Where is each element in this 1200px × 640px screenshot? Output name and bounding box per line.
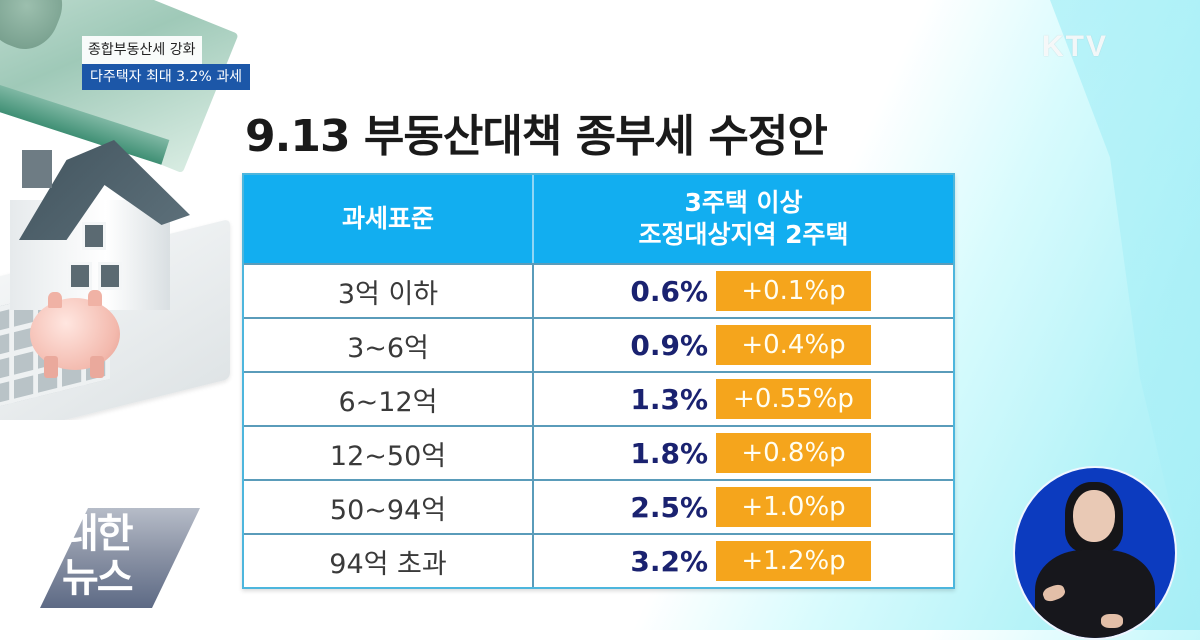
logo-line2: 뉴스	[62, 555, 134, 601]
rate-increase-badge: +0.8%p	[716, 433, 871, 473]
house-window	[82, 222, 106, 250]
slide-title: 9.13 부동산대책 종부세 수정안	[245, 111, 828, 162]
rate-increase-badge: +1.2%p	[716, 541, 871, 581]
column-header-multi-home: 3주택 이상 조정대상지역 2주택	[534, 175, 953, 263]
rate-cell: 1.3% +0.55%p	[534, 373, 953, 425]
daehan-news-logo: 대한 뉴스	[62, 512, 182, 600]
column-header-line1: 3주택 이상	[684, 188, 803, 217]
column-header-tax-base: 과세표준	[244, 175, 534, 263]
ktv-channel-logo: KTV	[1042, 30, 1108, 63]
banknote-portrait	[0, 0, 73, 59]
bracket-cell: 12~50억	[244, 427, 534, 479]
piggy-leg	[90, 356, 104, 378]
illustration-house-money	[0, 0, 240, 420]
tax-rate-table: 과세표준 3주택 이상 조정대상지역 2주택 3억 이하 0.6% +0.1%p…	[242, 173, 955, 589]
bracket-cell: 3억 이하	[244, 265, 534, 317]
table-row: 94억 초과 3.2% +1.2%p	[244, 533, 953, 587]
column-header-line2: 조정대상지역 2주택	[638, 220, 849, 249]
piggy-ear	[48, 292, 62, 308]
tax-rate-value: 1.3%	[630, 382, 708, 416]
table-row: 12~50억 1.8% +0.8%p	[244, 425, 953, 479]
table-row: 3억 이하 0.6% +0.1%p	[244, 263, 953, 317]
tax-rate-value: 2.5%	[630, 490, 708, 524]
tax-rate-value: 1.8%	[630, 436, 708, 470]
rate-increase-badge: +0.1%p	[716, 271, 871, 311]
table-row: 3~6억 0.9% +0.4%p	[244, 317, 953, 371]
logo-line1: 대한	[62, 511, 134, 557]
bracket-cell: 50~94억	[244, 481, 534, 533]
tax-rate-value: 0.6%	[630, 274, 708, 308]
interpreter-face	[1073, 490, 1115, 542]
piggy-bank-image	[30, 290, 120, 378]
bracket-cell: 3~6억	[244, 319, 534, 371]
bracket-cell: 94억 초과	[244, 535, 534, 587]
tax-rate-value: 3.2%	[630, 544, 708, 578]
rate-increase-badge: +0.4%p	[716, 325, 871, 365]
rate-cell: 2.5% +1.0%p	[534, 481, 953, 533]
table-row: 50~94억 2.5% +1.0%p	[244, 479, 953, 533]
rate-cell: 1.8% +0.8%p	[534, 427, 953, 479]
sign-language-interpreter	[1013, 466, 1177, 640]
bracket-cell: 6~12억	[244, 373, 534, 425]
interpreter-hand	[1101, 614, 1123, 628]
house-chimney	[22, 150, 52, 188]
tax-rate-value: 0.9%	[630, 328, 708, 362]
rate-cell: 0.9% +0.4%p	[534, 319, 953, 371]
house-window	[98, 262, 122, 290]
rate-increase-badge: +1.0%p	[716, 487, 871, 527]
news-topic-tag: 종합부동산세 강화	[82, 36, 202, 64]
rate-cell: 0.6% +0.1%p	[534, 265, 953, 317]
rate-increase-badge: +0.55%p	[716, 379, 871, 419]
piggy-leg	[44, 356, 58, 378]
table-row: 6~12억 1.3% +0.55%p	[244, 371, 953, 425]
news-headline-tag: 다주택자 최대 3.2% 과세	[82, 64, 250, 90]
table-header: 과세표준 3주택 이상 조정대상지역 2주택	[244, 175, 953, 263]
rate-cell: 3.2% +1.2%p	[534, 535, 953, 587]
piggy-ear	[88, 290, 102, 306]
house-window	[68, 262, 92, 290]
